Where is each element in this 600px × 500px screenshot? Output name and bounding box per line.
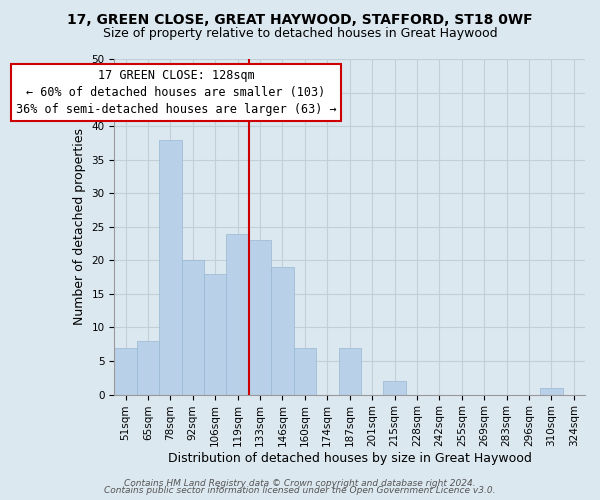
Bar: [137, 341, 159, 394]
X-axis label: Distribution of detached houses by size in Great Haywood: Distribution of detached houses by size …: [168, 452, 532, 465]
Y-axis label: Number of detached properties: Number of detached properties: [73, 128, 86, 326]
Bar: [383, 381, 406, 394]
Text: 17 GREEN CLOSE: 128sqm
← 60% of detached houses are smaller (103)
36% of semi-de: 17 GREEN CLOSE: 128sqm ← 60% of detached…: [16, 69, 337, 116]
Bar: [204, 274, 226, 394]
Bar: [159, 140, 182, 394]
Bar: [540, 388, 563, 394]
Text: Contains HM Land Registry data © Crown copyright and database right 2024.: Contains HM Land Registry data © Crown c…: [124, 478, 476, 488]
Bar: [271, 267, 293, 394]
Text: Size of property relative to detached houses in Great Haywood: Size of property relative to detached ho…: [103, 28, 497, 40]
Text: Contains public sector information licensed under the Open Government Licence v3: Contains public sector information licen…: [104, 486, 496, 495]
Text: 17, GREEN CLOSE, GREAT HAYWOOD, STAFFORD, ST18 0WF: 17, GREEN CLOSE, GREAT HAYWOOD, STAFFORD…: [67, 12, 533, 26]
Bar: [115, 348, 137, 395]
Bar: [182, 260, 204, 394]
Bar: [338, 348, 361, 395]
Bar: [293, 348, 316, 395]
Bar: [249, 240, 271, 394]
Bar: [226, 234, 249, 394]
